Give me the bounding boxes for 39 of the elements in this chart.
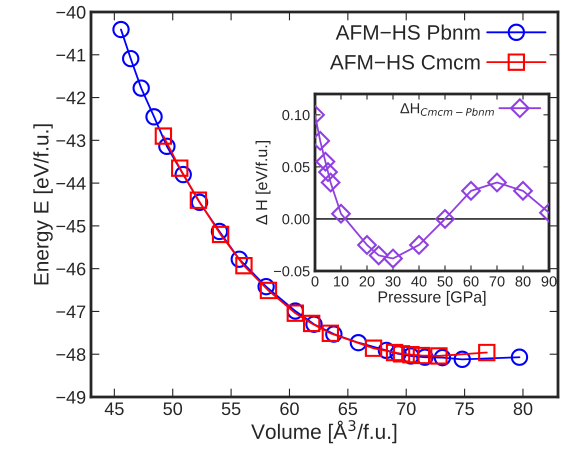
y-tick-label: −0.05	[274, 266, 310, 276]
y-tick-label: −41	[56, 48, 86, 62]
x-tick-label: 50	[163, 402, 182, 416]
x-tick-label: 20	[360, 276, 375, 287]
y-tick-label: −46	[56, 262, 86, 276]
y-tick-label: −45	[56, 220, 86, 233]
y-tick-label: 0.00	[282, 214, 310, 224]
x-tick-label: 75	[455, 402, 474, 416]
x-tick-label: 50	[437, 276, 453, 287]
x-tick-label: 60	[280, 402, 299, 416]
y-tick-label: −42	[56, 91, 86, 104]
y-tick-label: −47	[56, 306, 86, 318]
x-tick-label: 40	[411, 276, 427, 287]
y-tick-label: 0.10	[282, 110, 310, 120]
legend-label: AFM−HS Cmcm	[330, 54, 480, 70]
x-tick-label: 70	[397, 402, 416, 416]
y-tick-label: −44	[56, 177, 86, 190]
legend-label: ΔH$_{Cmcm−Pbnm}$	[400, 103, 494, 116]
y-tick-label: −48	[56, 348, 86, 361]
x-tick-label: 0	[312, 276, 318, 287]
x-tick-label: 65	[338, 402, 358, 416]
x-axis-title: Volume [Å$^{3}$/f.u.]	[251, 420, 396, 444]
y-tick-label: 0.05	[282, 162, 310, 172]
x-tick-label: 55	[222, 402, 240, 416]
y-tick-label: −43	[56, 134, 86, 148]
x-tick-label: 60	[464, 276, 479, 287]
x-tick-label: 80	[514, 402, 532, 416]
legend-label: AFM−HS Pbnm	[336, 24, 480, 40]
x-tick-label: 45	[104, 402, 124, 416]
x-tick-label: 30	[385, 276, 401, 287]
y-tick-label: −40	[56, 6, 86, 19]
x-axis-title: Pressure [GPa]	[378, 290, 486, 306]
x-tick-label: 80	[516, 276, 531, 287]
x-tick-label: 10	[334, 276, 349, 287]
y-tick-label: −49	[56, 390, 86, 404]
y-axis-title: Δ H [eV/f.u.]	[256, 141, 270, 225]
x-tick-label: 70	[490, 276, 505, 287]
y-axis-title: Energy E [eV/f.u.]	[33, 124, 53, 284]
x-tick-label: 90	[542, 276, 557, 287]
